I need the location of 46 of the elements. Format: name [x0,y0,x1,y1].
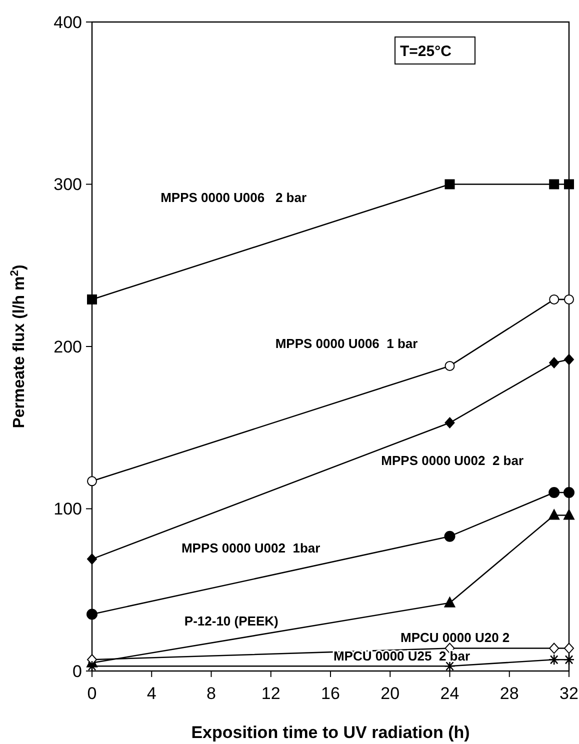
point [563,654,575,666]
series-label: MPPS 0000 U006 2 bar [160,190,307,206]
x-tick-label: 8 [206,684,216,703]
x-tick-label: 32 [560,684,578,703]
point [564,642,574,654]
point [549,179,560,190]
annotation: T=25°C [400,43,452,60]
series-label: MPPS 0000 U002 2 bar [381,452,524,468]
point [564,354,574,365]
y-tick-label: 200 [54,337,82,356]
y-tick-label: 300 [54,175,82,194]
point [548,654,560,666]
point [564,294,574,304]
point [549,642,560,654]
x-tick-label: 20 [380,684,400,703]
point [87,294,97,304]
point [87,554,97,565]
point [548,487,560,498]
y-tick-label: 400 [54,12,82,32]
point [444,530,456,542]
series-label: MPCU 0000 U25 2 bar [333,648,470,664]
point [86,608,98,620]
point [444,179,455,190]
series-label: MPCU 0000 U20 2 [400,630,510,645]
point [549,357,560,368]
point [564,487,574,498]
point [87,476,97,486]
point [549,294,560,304]
x-axis-title: Exposition time to UV radiation (h) [191,723,470,742]
point [564,179,574,190]
series-label: MPPS 0000 U002 1bar [181,540,320,556]
x-tick-label: 16 [321,684,340,703]
x-tick-label: 12 [261,684,280,703]
x-tick-label: 28 [500,684,519,703]
x-tick-label: 24 [440,684,460,703]
point [548,509,560,520]
y-tick-label: 100 [54,500,82,519]
x-tick-label: 4 [146,684,156,703]
series-label: MPPS 0000 U006 1 bar [275,336,418,352]
point [564,509,574,520]
point [444,596,456,608]
y-tick-label: 0 [72,662,82,681]
point [444,417,455,428]
series-label: P-12-10 (PEEK) [184,614,278,629]
x-tick-label: 0 [87,684,97,703]
point [444,360,455,371]
